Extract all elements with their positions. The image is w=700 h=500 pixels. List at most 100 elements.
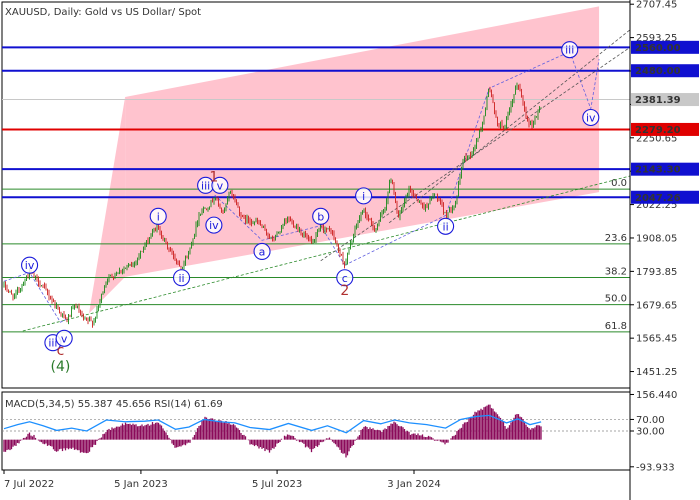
wave-label-circle-13 [336,269,354,287]
current-price-tag-box [631,93,699,107]
wave-label-text-13: c [342,272,348,285]
channel-band [125,6,600,277]
time-tick-1: 5 Jan 2023 [114,479,168,490]
wave-label-text-11: a [259,245,266,258]
wave-label-6: ii [172,269,191,287]
wave-label-circle-17 [561,41,579,59]
wave-path-1 [214,194,346,266]
wave-label-9: 1 [209,170,218,186]
wave-label-8: v [211,176,229,194]
wave-label-2: v [55,329,73,347]
wave-label-text-9: 1 [209,170,218,186]
wave-label-text-10: iv [209,219,219,232]
wave-label-text-1: iii [48,337,57,350]
level-tag-2560.00-box [631,40,699,54]
wave-label-15: i [355,187,373,205]
price-tick-4: 2250.65 [636,133,677,144]
time-tick-0: 7 Jul 2022 [4,479,54,490]
time-axis: 7 Jul 2022 5 Jan 2023 5 Jul 2023 3 Jan 2024 [3,470,441,490]
wave-label-text-3: c [57,343,65,359]
wave-label-text-5: i [157,210,160,223]
wave-label-circle-5 [149,207,167,225]
wave-label-circle-16 [437,217,455,235]
wave-label-circle-8 [211,176,229,194]
indicator-title: MACD(5,34,5) 55.387 45.656 RSI(14) 61.69 [5,399,223,410]
ind-tick-2: 30.00 [636,427,665,438]
level-tag-2560.00-text: 2560.00 [635,43,681,54]
ind-tick-3: -93.933 [636,462,675,473]
wave-label-text-16: ii [443,220,449,233]
main-price-axis: 2707.45 2593.25 2250.65 2022.25 1908.05 1793.… [629,0,699,500]
wave-label-circle-15 [355,187,373,205]
wave-label-text-18: iv [586,112,596,125]
wave-path-0 [3,272,67,323]
fib-label-61.8: 61.8 [605,321,627,332]
wave-label-text-0: iv [25,259,35,272]
level-tag-2143.30-box [631,162,699,176]
price-tick-7: 1908.05 [636,233,677,244]
wave-label-14: 2 [340,283,349,299]
wave-label-circle-2 [55,329,73,347]
wave-label-circle-0 [21,256,39,274]
wave-label-circle-10 [205,216,223,234]
time-tick-2: 5 Jul 2023 [252,479,302,490]
wave-label-text-17: iii [565,44,574,57]
price-tick-1: 2593.25 [636,33,677,44]
trendline-grey-2 [388,29,631,224]
wave-label-text-2: v [61,332,68,345]
wave-label-18: iv [582,108,600,127]
fib-label-38.2: 38.2 [605,266,627,277]
ind-tick-0: 156.440 [636,390,677,401]
wave-label-circle-11 [253,242,271,260]
price-tick-11: 1451.25 [636,367,677,378]
fib-label-23.6: 23.6 [605,233,627,244]
wave-label-circle-12 [312,207,330,225]
fib-label-0.0: 0.0 [611,178,627,189]
wave-label-10: iv [205,216,223,234]
level-tag-2143.30-text: 2143.30 [635,165,681,176]
fib-label-50.0: 50.0 [605,294,627,305]
channel-band-left [89,97,126,314]
ind-tick-1: 70.00 [636,415,665,426]
wave-label-text-6: ii [178,272,184,285]
trendline-green [22,175,631,332]
wave-label-4: (4) [51,359,71,375]
price-tick-6: 2022.25 [636,200,677,211]
level-tag-2047.26-text: 2047.26 [635,193,681,204]
level-tag-2480.00-text: 2480.00 [635,66,681,77]
wave-label-text-8: v [217,179,224,192]
wave-label-17: iii [561,41,579,59]
current-price-tag-text: 2381.39 [635,95,681,106]
price-tick-10: 1565.45 [636,334,677,345]
wave-label-13: c [336,269,354,287]
wave-label-3: c [57,343,65,359]
wave-label-text-14: 2 [340,283,349,299]
wave-path-2 [344,51,600,266]
wave-label-16: ii [437,217,455,235]
wave-label-11: a [253,242,271,260]
wave-label-0: iv [21,256,39,274]
price-tick-8: 1793.85 [636,267,677,278]
chart-title: XAUUSD, Daily: Gold vs US Dollar/ Spot [5,7,201,18]
wave-label-text-4: (4) [51,359,71,375]
wave-label-text-7: iii [201,179,210,192]
wave-label-text-12: b [317,210,324,223]
wave-label-5: i [149,207,167,225]
rsi-line [3,414,542,434]
level-tag-2279.20-text: 2279.20 [635,125,681,136]
level-tag-2047.26-box [631,190,699,204]
price-tick-0: 2707.45 [636,0,677,11]
wave-label-12: b [312,207,330,225]
candles [3,82,542,328]
wave-label-text-15: i [362,190,365,203]
time-tick-3: 3 Jan 2024 [387,479,441,490]
wave-label-circle-18 [582,108,600,127]
level-tag-2279.20-box [631,122,699,136]
wave-label-circle-6 [172,269,191,287]
macd-histogram [3,404,542,458]
price-tick-9: 1679.65 [636,300,677,311]
